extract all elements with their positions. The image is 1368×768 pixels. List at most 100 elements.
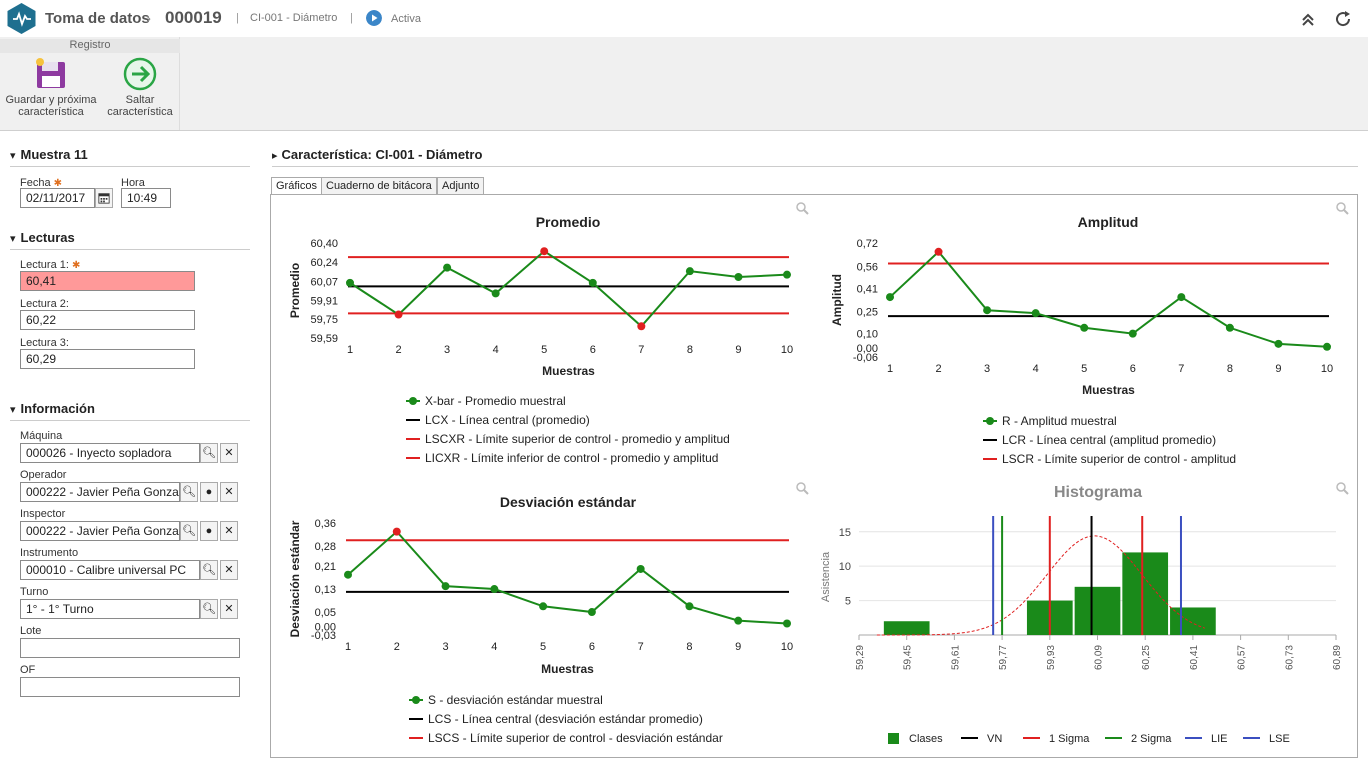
x-tick-label: 4 — [493, 344, 499, 356]
divider: | — [350, 12, 353, 24]
x-tick-label: 60,25 — [1141, 645, 1152, 670]
search-icon[interactable]: 🔍︎ — [200, 443, 218, 463]
shift-field[interactable]: 1° - 1° Turno — [20, 599, 200, 619]
chart-title: Histograma — [1054, 484, 1142, 501]
date-field[interactable]: 02/11/2017 — [20, 188, 95, 208]
legend-label: X-bar - Promedio muestral — [425, 394, 566, 408]
readings-section-title[interactable]: Lecturas — [10, 230, 75, 245]
skip-button[interactable]: Saltar característica — [100, 57, 180, 118]
inspector-field[interactable]: 000222 - Javier Peña Gonzalez — [20, 521, 180, 541]
play-icon — [366, 10, 382, 26]
zoom-icon[interactable] — [796, 202, 809, 215]
clear-brush-icon[interactable]: ✕ — [220, 560, 238, 580]
data-point — [1323, 342, 1331, 351]
y-tick-label: 0,10 — [857, 329, 878, 341]
inspector-label: Inspector — [20, 508, 66, 520]
characteristic-title[interactable]: Característica: CI-001 - Diámetro — [272, 147, 483, 162]
clear-brush-icon[interactable]: ✕ — [220, 443, 238, 463]
clear-brush-icon[interactable]: ✕ — [220, 521, 238, 541]
x-tick-label: 2 — [395, 344, 401, 356]
search-icon[interactable]: 🔍︎ — [200, 599, 218, 619]
x-tick-label: 60,89 — [1332, 645, 1343, 670]
top-bar: Toma de datos › 000019 | CI-001 - Diámet… — [0, 0, 1368, 37]
legend-label: LSE — [1269, 733, 1290, 745]
data-point — [636, 564, 645, 573]
y-tick-label: 0,00 — [857, 343, 878, 355]
sample-section-title[interactable]: Muestra 11 — [10, 147, 88, 162]
x-tick-label: 59,93 — [1046, 645, 1057, 670]
calendar-icon[interactable] — [95, 188, 113, 208]
save-next-button[interactable]: Guardar y próxima característica — [4, 57, 98, 118]
zoom-icon[interactable] — [1336, 482, 1349, 495]
x-tick-label: 59,61 — [950, 645, 961, 670]
status-label: Activa — [391, 13, 421, 25]
ribbon: Registro Guardar y próxima característic… — [0, 37, 1368, 131]
divider — [10, 420, 250, 421]
chart-title: Desviación estándar — [500, 494, 637, 510]
clear-brush-icon[interactable]: ✕ — [220, 599, 238, 619]
x-tick-label: 1 — [345, 641, 351, 653]
time-field[interactable]: 10:49 — [121, 188, 171, 208]
y-tick-label: 0,00 — [315, 621, 336, 633]
app-logo-icon — [7, 3, 36, 34]
shift-label: Turno — [20, 586, 49, 598]
out-of-control-point — [394, 310, 403, 319]
user-icon[interactable]: ● — [200, 482, 218, 502]
legend-label: Clases — [909, 733, 943, 745]
charts-panel: Promedio 60,40 60,24 60,07 59,91 59,75 59,59 1 2… — [270, 194, 1358, 758]
instrument-field[interactable]: 000010 - Calibre universal PC — [20, 560, 200, 580]
zoom-icon[interactable] — [1336, 202, 1349, 215]
x-tick-label: 9 — [1275, 363, 1281, 375]
y-tick-label: 60,40 — [310, 238, 338, 250]
legend-label: LCS - Línea central (desviación estándar… — [428, 712, 703, 726]
tab-adjunto[interactable]: Adjunto — [437, 177, 485, 195]
x-tick-label: 1 — [887, 363, 893, 375]
x-tick-label: 4 — [1033, 363, 1039, 375]
search-icon[interactable]: 🔍︎ — [180, 521, 198, 541]
search-icon[interactable]: 🔍︎ — [180, 482, 198, 502]
histogram-bar — [883, 621, 930, 635]
series-line — [889, 250, 1328, 348]
x-tick-label: 3 — [442, 641, 448, 653]
save-floppy-icon — [36, 58, 65, 88]
refresh-icon[interactable] — [1333, 9, 1353, 29]
legend-label: 1 Sigma — [1049, 733, 1090, 745]
reading-3-field[interactable]: 60,29 — [20, 349, 195, 369]
out-of-control-point — [637, 322, 646, 331]
collapse-up-icon[interactable] — [1298, 9, 1318, 29]
skip-label-1: Saltar — [125, 94, 155, 106]
lot-label: Lote — [20, 625, 42, 637]
reading-1-field[interactable]: 60,41 — [20, 271, 195, 291]
y-tick-label: 0,56 — [857, 261, 878, 273]
data-point — [734, 616, 743, 625]
charts-canvas: Promedio 60,40 60,24 60,07 59,91 59,75 59,59 1 2… — [288, 202, 1349, 745]
legend-label: LCX - Línea central (promedio) — [425, 413, 590, 427]
zoom-icon[interactable] — [796, 482, 809, 495]
machine-field[interactable]: 000026 - Inyecto sopladora — [20, 443, 200, 463]
series-line — [349, 249, 788, 328]
data-point — [1225, 323, 1234, 332]
legend-marker — [986, 417, 994, 425]
search-icon[interactable]: 🔍︎ — [200, 560, 218, 580]
of-field[interactable] — [20, 677, 240, 697]
reading-2-field[interactable]: 60,22 — [20, 310, 195, 330]
page-title: Toma de datos — [45, 10, 150, 27]
operator-field[interactable]: 000222 - Javier Peña Gonzalez — [20, 482, 180, 502]
y-tick-label: 0,13 — [315, 584, 336, 596]
user-icon[interactable]: ● — [200, 521, 218, 541]
tab-graficos[interactable]: Gráficos — [271, 177, 322, 195]
data-point — [685, 267, 694, 276]
info-section-title[interactable]: Información — [10, 401, 95, 416]
legend-label: 2 Sigma — [1131, 733, 1172, 745]
legend-marker — [412, 696, 420, 704]
ribbon-group-label: Registro — [0, 39, 180, 53]
y-tick-label: 5 — [845, 596, 851, 608]
y-tick-label: 60,07 — [310, 277, 338, 289]
date-label: Fecha ✱ — [20, 177, 63, 189]
y-tick-label: 0,72 — [857, 238, 878, 250]
out-of-control-point — [934, 247, 943, 256]
reading-3-label: Lectura 3: — [20, 337, 69, 349]
tab-cuaderno-bitacora[interactable]: Cuaderno de bitácora — [321, 177, 437, 195]
clear-brush-icon[interactable]: ✕ — [220, 482, 238, 502]
lot-field[interactable] — [20, 638, 240, 658]
